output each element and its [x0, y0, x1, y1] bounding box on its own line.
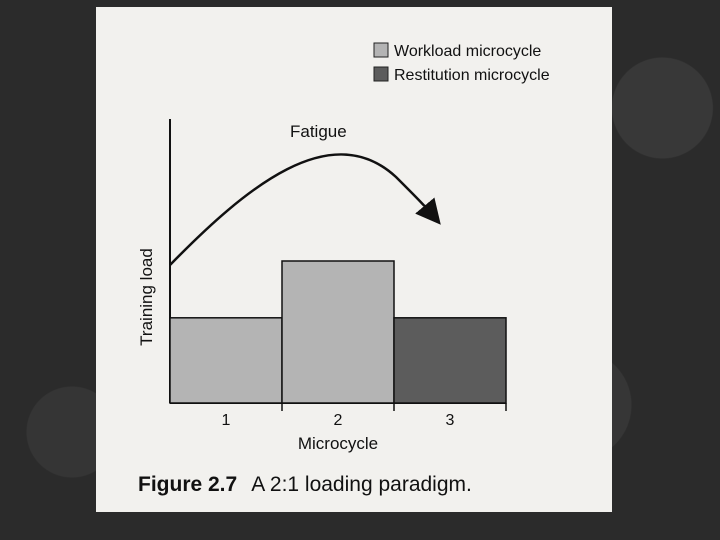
fatigue-curve — [169, 153, 441, 266]
bar-microcycle-2 — [281, 260, 395, 404]
figure-label: Figure 2.7 — [138, 473, 238, 496]
figure-page: Workload microcycle Restitution microcyc… — [96, 7, 612, 512]
legend-swatch-workload — [373, 42, 389, 58]
loading-chart: Workload microcycle Restitution microcyc… — [137, 42, 550, 453]
figure-caption-text: A 2:1 loading paradigm. — [251, 473, 472, 496]
x-tick-label: 1 — [222, 412, 231, 429]
legend-label-workload: Workload microcycle — [394, 43, 541, 60]
fatigue-annotation: Fatigue — [290, 122, 347, 141]
x-tick-label: 2 — [334, 412, 343, 429]
bar-microcycle-1 — [169, 317, 283, 404]
legend-swatch-restitution — [373, 66, 389, 82]
legend-label-restitution: Restitution microcycle — [394, 67, 550, 84]
figure-caption: Figure 2.7 A 2:1 loading paradigm. — [138, 473, 472, 497]
x-tick-label: 3 — [446, 412, 455, 429]
x-axis-title: Microcycle — [298, 434, 378, 453]
y-axis-title: Training load — [137, 248, 156, 346]
bar-microcycle-3 — [393, 317, 507, 404]
